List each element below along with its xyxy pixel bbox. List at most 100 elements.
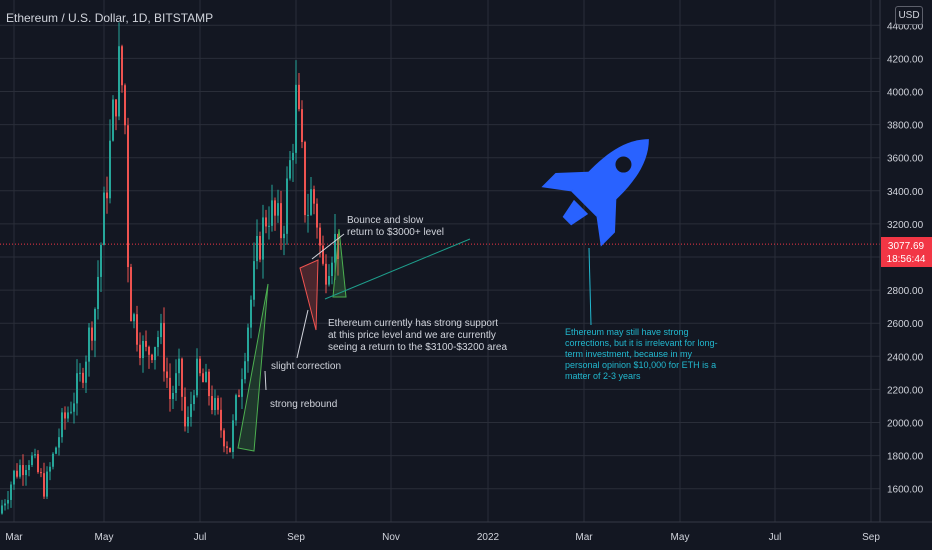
candle-body (217, 398, 219, 410)
candle-body (79, 372, 81, 374)
candle-body (172, 392, 174, 400)
candle-body (28, 465, 30, 471)
candle-body (22, 465, 24, 476)
candle-body (178, 358, 180, 374)
candle-body (259, 235, 261, 260)
currency-button[interactable]: USD (895, 6, 923, 25)
annotation-long-term: personal opinion $10,000 for ETH is a (565, 360, 716, 370)
candle-body (67, 412, 69, 419)
candle-body (268, 225, 270, 227)
candle-body (52, 453, 54, 467)
annotation-bounce: Bounce and slow (347, 215, 424, 226)
candle-body (292, 152, 294, 161)
current-price-tag (881, 237, 932, 267)
candle-body (25, 470, 27, 476)
candle-body (61, 412, 63, 438)
candle-body (118, 46, 120, 117)
price-countdown: 18:56:44 (887, 254, 926, 265)
time-axis-label: Mar (5, 532, 23, 543)
time-axis-label: Sep (862, 532, 880, 543)
candle-body (136, 314, 138, 345)
candle-body (328, 276, 330, 285)
price-scale-label: 4400.00 (887, 21, 924, 32)
candle-body (55, 447, 57, 454)
candle-body (211, 396, 213, 410)
candle-body (301, 109, 303, 143)
candle-body (235, 395, 237, 421)
support-pointer (296, 309, 309, 359)
candle-body (304, 142, 306, 216)
candle-body (1, 505, 3, 514)
candle-body (10, 484, 12, 500)
rocket-pointer (588, 247, 592, 326)
candle-body (160, 322, 162, 338)
strong-rebound-triangle (237, 283, 269, 452)
price-scale-label: 1800.00 (887, 452, 924, 463)
candle-body (97, 276, 99, 310)
rebound-pointer (264, 370, 267, 391)
candle-body (163, 322, 165, 372)
annotation-long-term: corrections, but it is irrelevant for lo… (565, 338, 718, 348)
candle-body (205, 371, 207, 383)
candle-body (154, 347, 156, 361)
candle-body (232, 420, 234, 452)
candle-body (334, 233, 336, 263)
candle-body (193, 395, 195, 405)
candle-body (91, 327, 93, 341)
candle-body (16, 470, 18, 477)
candle-body (85, 361, 87, 383)
candle-body (313, 189, 315, 204)
price-scale-label: 3400.00 (887, 187, 924, 198)
candle-body (106, 192, 108, 199)
time-axis-label: Nov (382, 532, 400, 543)
candle-body (223, 430, 225, 447)
time-axis-label: May (671, 532, 690, 543)
time-axis-label: Sep (287, 532, 305, 543)
candle-body (13, 470, 15, 485)
candle-body (40, 472, 42, 474)
rocket-icon (541, 139, 649, 247)
time-axis-label: 2022 (477, 532, 500, 543)
trend-line (324, 238, 471, 300)
candle-body (64, 412, 66, 419)
candle-body (109, 140, 111, 199)
candle-body (100, 244, 102, 277)
annotation-slight-correction: slight correction (271, 361, 341, 372)
candle-body (130, 267, 132, 322)
candle-body (199, 358, 201, 374)
candle-body (271, 200, 273, 226)
candle-body (244, 361, 246, 380)
candle-body (49, 466, 51, 472)
candle-body (241, 379, 243, 397)
price-scale-label: 3800.00 (887, 121, 924, 132)
candle-body (133, 314, 135, 322)
candle-body (181, 358, 183, 397)
price-scale-label: 2600.00 (887, 319, 924, 330)
annotation-long-term: Ethereum may still have strong (565, 327, 689, 337)
candle-body (19, 465, 21, 477)
candle-body (322, 245, 324, 264)
annotation-bounce: return to $3000+ level (347, 227, 444, 238)
candle-body (88, 327, 90, 362)
candle-body (286, 178, 288, 234)
candle-body (127, 125, 129, 268)
candle-body (277, 203, 279, 216)
candle-body (196, 358, 198, 396)
candle-body (262, 217, 264, 260)
price-scale-label: 2400.00 (887, 352, 924, 363)
price-scale-label: 2200.00 (887, 385, 924, 396)
candle-body (250, 299, 252, 328)
candle-body (157, 337, 159, 348)
candle-body (115, 99, 117, 117)
time-axis-label: May (95, 532, 114, 543)
candle-body (280, 203, 282, 239)
candle-body (124, 85, 126, 126)
price-scale-label: 2000.00 (887, 419, 924, 430)
candle-body (247, 327, 249, 362)
candle-body (298, 84, 300, 110)
candle-body (238, 395, 240, 397)
candle-body (121, 46, 123, 86)
price-scale-label: 1600.00 (887, 485, 924, 496)
candle-body (274, 200, 276, 216)
